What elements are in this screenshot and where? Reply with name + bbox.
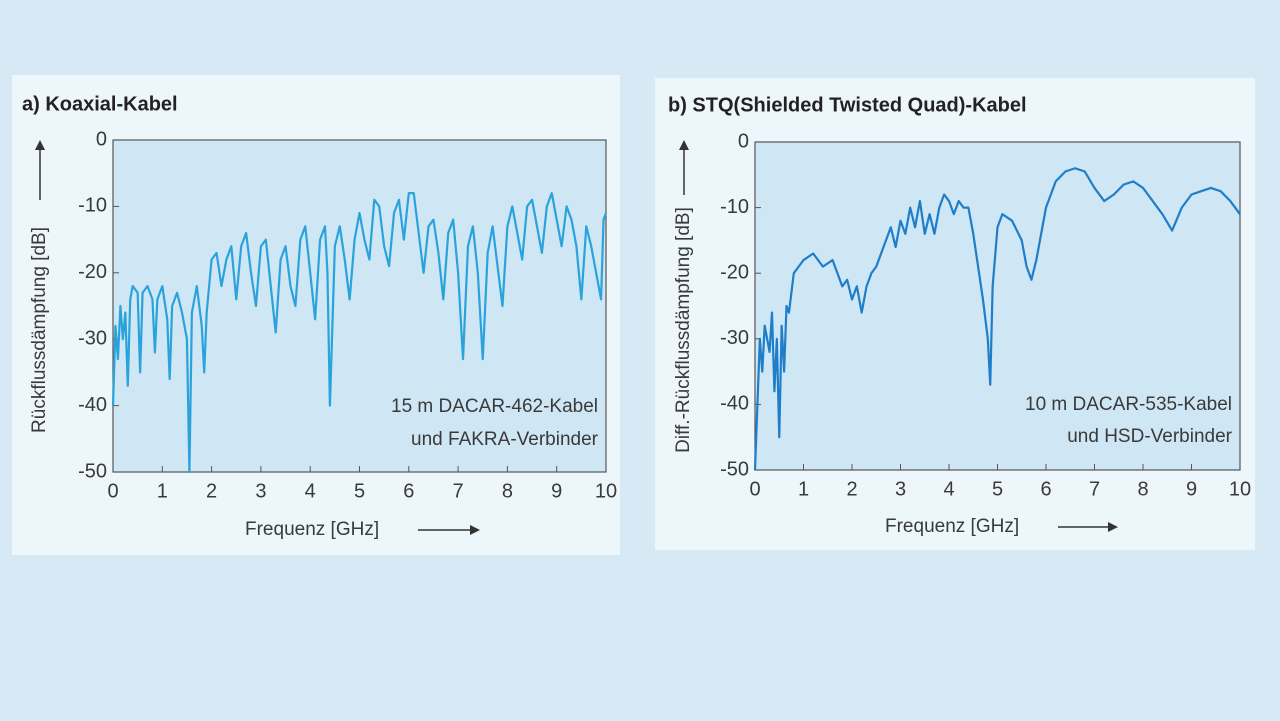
x-tick-label: 10	[595, 480, 617, 502]
y-axis-label: Rückflussdämpfung [dB]	[29, 227, 50, 433]
x-tick-label: 7	[453, 480, 464, 502]
y-tick-label: -30	[78, 327, 107, 349]
y-axis-label: Diff.-Rückflussdämpfung [dB]	[673, 207, 694, 453]
y-tick-label: 0	[738, 130, 749, 152]
y-tick-label: -40	[78, 394, 107, 416]
x-tick-label: 2	[206, 480, 217, 502]
x-axis-label: Frequenz [GHz]	[245, 519, 379, 540]
y-tick-label: -40	[720, 393, 749, 415]
arrow-head	[35, 140, 45, 150]
y-tick-label: -10	[78, 195, 107, 217]
x-tick-label: 8	[502, 480, 513, 502]
plot-area	[112, 139, 607, 473]
arrow-head	[1108, 522, 1118, 532]
x-tick-label: 6	[1040, 478, 1051, 500]
y-tick-label: -20	[78, 261, 107, 283]
y-tick-label: -50	[720, 458, 749, 480]
y-tick-label: -10	[720, 196, 749, 218]
x-tick-label: 10	[1229, 478, 1251, 500]
x-tick-label: 4	[305, 480, 316, 502]
arrow-head	[679, 140, 689, 150]
y-tick-label: -20	[720, 261, 749, 283]
x-tick-label: 2	[846, 478, 857, 500]
x-tick-label: 8	[1137, 478, 1148, 500]
y-tick-label: 0	[96, 128, 107, 150]
annotation: 10 m DACAR-535-Kabel	[1025, 394, 1232, 415]
x-tick-label: 3	[895, 478, 906, 500]
x-tick-label: 0	[107, 480, 118, 502]
annotation: 15 m DACAR-462-Kabel	[391, 396, 598, 417]
x-axis-label: Frequenz [GHz]	[885, 516, 1019, 537]
x-tick-label: 3	[255, 480, 266, 502]
plot-area	[754, 141, 1241, 471]
x-tick-label: 6	[403, 480, 414, 502]
x-tick-label: 5	[992, 478, 1003, 500]
data-line	[111, 192, 608, 474]
annotation: und FAKRA-Verbinder	[411, 429, 599, 450]
x-tick-label: 0	[749, 478, 760, 500]
arrow-head	[470, 525, 480, 535]
data-line	[753, 167, 1241, 471]
chart-title: b) STQ(Shielded Twisted Quad)-Kabel	[668, 94, 1027, 116]
annotation: und HSD-Verbinder	[1067, 426, 1232, 447]
y-tick-label: -30	[720, 327, 749, 349]
x-tick-label: 1	[157, 480, 168, 502]
x-tick-label: 1	[798, 478, 809, 500]
x-tick-label: 9	[551, 480, 562, 502]
x-tick-label: 4	[943, 478, 954, 500]
x-tick-label: 5	[354, 480, 365, 502]
chart-title: a) Koaxial-Kabel	[22, 93, 178, 115]
x-tick-label: 7	[1089, 478, 1100, 500]
y-tick-label: -50	[78, 460, 107, 482]
x-tick-label: 9	[1186, 478, 1197, 500]
